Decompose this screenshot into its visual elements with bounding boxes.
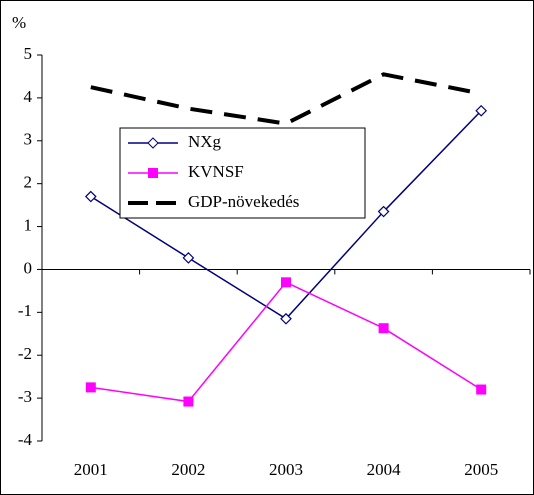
legend-label: KVNSF (188, 162, 244, 181)
marker (280, 312, 292, 325)
legend-marker (147, 137, 159, 149)
y-tick-label: 0 (24, 258, 33, 277)
legend-marker (148, 168, 158, 178)
y-tick-label: -2 (18, 344, 32, 363)
y-tick-label: -1 (18, 301, 32, 320)
y-tick-label: 5 (24, 44, 33, 63)
marker (475, 104, 488, 117)
y-axis-label: % (12, 13, 26, 32)
x-tick-label: 2003 (269, 460, 303, 479)
marker (85, 382, 96, 393)
y-tick-label: 4 (24, 87, 33, 106)
x-tick-label: 2002 (171, 460, 205, 479)
marker (84, 190, 97, 203)
marker (183, 396, 194, 407)
marker (281, 277, 291, 288)
x-tick-label: 2001 (74, 460, 108, 479)
legend-label: NXg (188, 132, 222, 151)
y-tick-label: -3 (18, 387, 32, 406)
x-tick-label: 2005 (464, 460, 498, 479)
series-line (90, 72, 482, 126)
y-tick-label: 2 (24, 173, 33, 192)
marker (378, 323, 389, 334)
marker (377, 205, 390, 218)
y-tick-label: 1 (24, 215, 33, 234)
y-tick-label: -4 (18, 430, 33, 449)
legend-label: GDP-növekedés (188, 192, 299, 211)
x-tick-label: 2004 (367, 460, 402, 479)
marker (476, 384, 487, 395)
y-tick-label: 3 (24, 130, 33, 149)
marker (182, 252, 195, 264)
